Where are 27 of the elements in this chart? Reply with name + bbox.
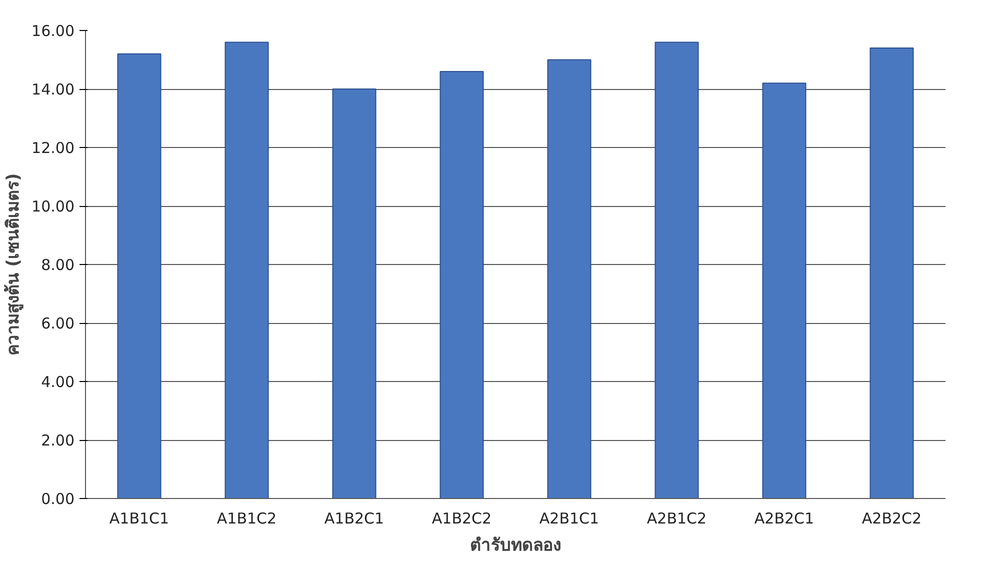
y-tick-label: 14.00 bbox=[32, 80, 75, 98]
x-tick-label: A1B1C1 bbox=[109, 510, 170, 528]
x-tick-label: A1B2C2 bbox=[432, 510, 492, 528]
x-tick-label: A1B2C1 bbox=[324, 510, 384, 528]
y-tick-label: 12.00 bbox=[32, 139, 75, 157]
y-axis-title: ความสูงต้น (เซนติเมตร) bbox=[4, 173, 25, 356]
x-axis-title: ตำรับทดลอง bbox=[470, 536, 561, 556]
bar bbox=[870, 48, 914, 498]
y-tick-label: 4.00 bbox=[41, 373, 75, 391]
bar bbox=[547, 59, 592, 498]
bar bbox=[654, 42, 699, 498]
y-tick-label: 0.00 bbox=[41, 490, 75, 508]
x-tick-label: A2B2C2 bbox=[862, 510, 922, 528]
y-tick-label: 10.00 bbox=[32, 198, 75, 216]
y-tick-label: 6.00 bbox=[41, 314, 75, 332]
x-tick-label: A2B2C1 bbox=[754, 510, 814, 528]
bar bbox=[440, 70, 484, 498]
bar bbox=[332, 88, 376, 498]
bar bbox=[762, 82, 806, 498]
x-tick-label: A2B1C1 bbox=[539, 510, 600, 528]
y-tick-label: 8.00 bbox=[41, 256, 75, 274]
y-tick-label: 16.00 bbox=[32, 22, 75, 40]
x-tick-label: A2B1C2 bbox=[646, 510, 707, 528]
x-tick-label: A1B1C2 bbox=[216, 510, 277, 528]
bar bbox=[224, 42, 269, 498]
bar bbox=[117, 53, 162, 498]
y-tick-label: 2.00 bbox=[41, 432, 75, 450]
